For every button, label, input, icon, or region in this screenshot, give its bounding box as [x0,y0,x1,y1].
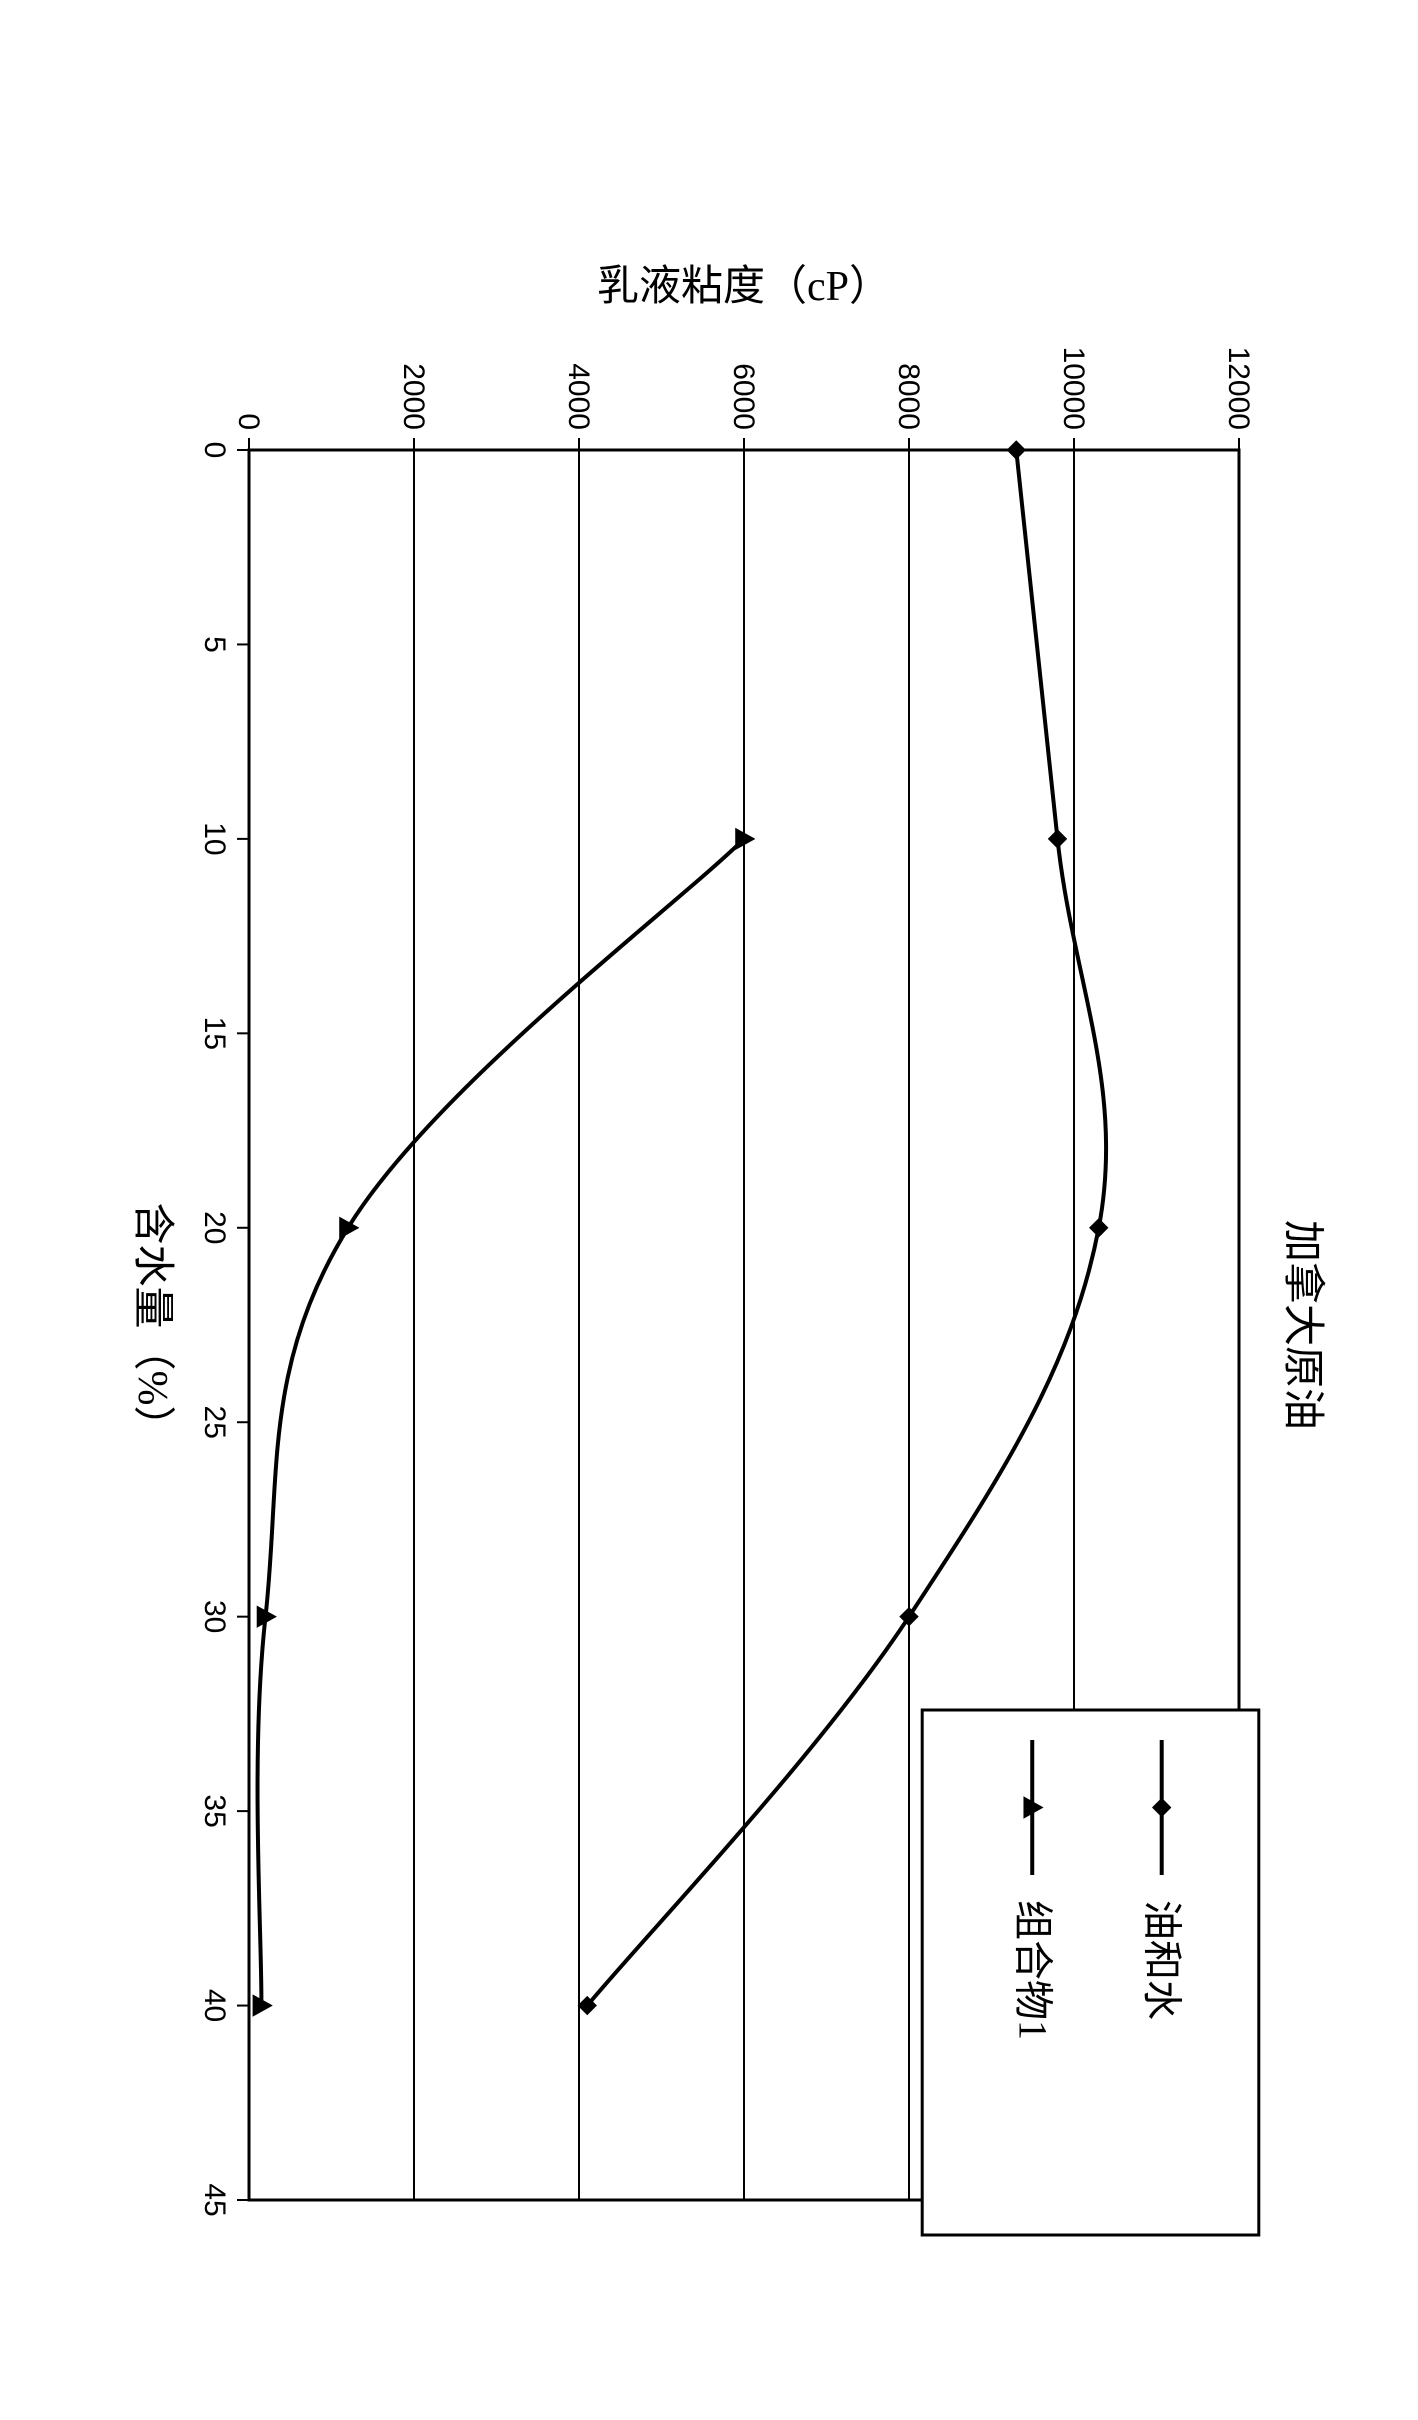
chart-title: 加拿大原油 [1279,1220,1326,1430]
xtick-label: 40 [198,1989,231,2022]
triangle-marker [736,829,755,850]
diamond-marker [1090,1219,1108,1237]
diamond-marker [1049,830,1067,848]
ytick-label: 4000 [562,363,595,430]
ytick-label: 10000 [1057,347,1090,430]
xtick-label: 30 [198,1600,231,1633]
viscosity-chart: 0 2000 4000 6000 8000 10000 12000 0 5 10 15 20 25 30 3… [59,160,1359,2260]
xtick-label: 0 [198,442,231,459]
ytick-label: 0 [232,413,265,430]
xtick-label: 45 [198,2183,231,2216]
legend-label: 油和水 [1140,1900,1185,2020]
chart-container: 0 2000 4000 6000 8000 10000 12000 0 5 10 15 20 25 30 3… [59,160,1359,2260]
triangle-marker [340,1217,359,1238]
x-axis-label: 含水量（%） [129,1203,175,1448]
xtick-label: 25 [198,1406,231,1439]
series-line-1 [258,839,744,2006]
ytick-label: 12000 [1222,347,1255,430]
y-axis-label: 乳液粘度（cP） [597,264,891,310]
xtick-label: 15 [198,1017,231,1050]
ytick-label: 8000 [892,363,925,430]
ytick-label: 6000 [727,363,760,430]
xtick-label: 10 [198,822,231,855]
xtick-label: 35 [198,1794,231,1827]
ytick-label: 2000 [397,363,430,430]
xtick-label: 20 [198,1211,231,1244]
xtick-label: 5 [198,636,231,653]
diamond-marker [1007,441,1025,459]
legend-label: 组合物1 [1010,1900,1055,2040]
legend-box [922,1710,1259,2235]
